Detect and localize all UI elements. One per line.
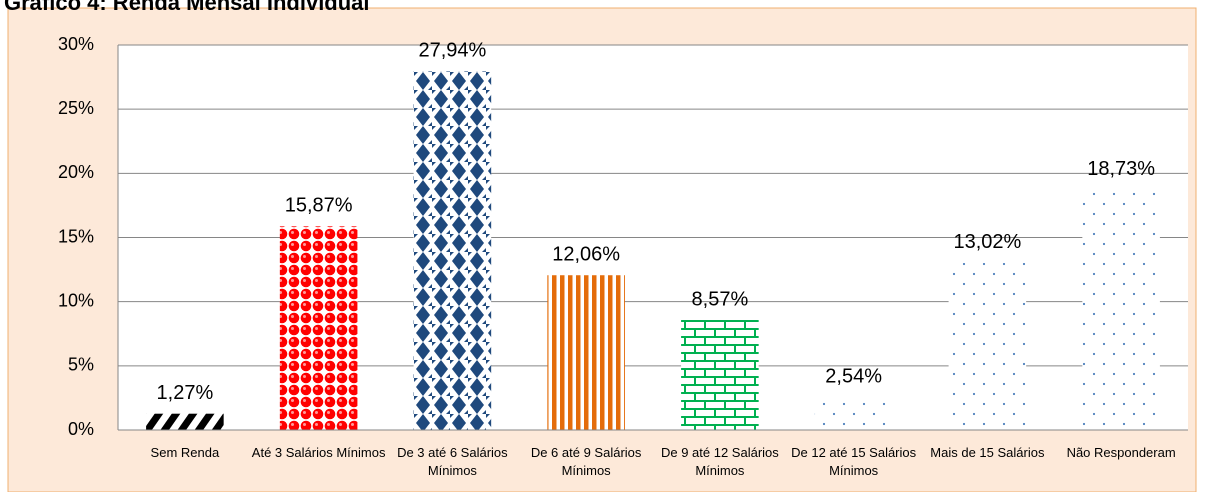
bar xyxy=(279,226,358,430)
chart-title: Gráfico 4: Renda Mensal Individual xyxy=(4,0,370,15)
x-tick-label: De 9 até 12 Salários Mínimos xyxy=(660,445,779,478)
value-label: 15,87% xyxy=(285,195,353,217)
y-tick-label: 20% xyxy=(58,162,94,182)
bar xyxy=(1082,189,1160,430)
y-tick-label: 25% xyxy=(58,98,94,118)
y-tick-label: 0% xyxy=(68,419,94,439)
x-tick-label: Até 3 Salários Mínimos xyxy=(251,445,386,460)
bar xyxy=(413,71,492,430)
value-label: 8,57% xyxy=(692,288,749,310)
bar xyxy=(948,262,1027,430)
x-tick-label: De 12 até 15 Salários Mínimos xyxy=(791,445,917,478)
bar xyxy=(146,413,224,430)
x-tick-label: De 3 até 6 Salários Mínimos xyxy=(397,445,508,478)
y-tick-label: 15% xyxy=(58,226,94,246)
y-tick-label: 10% xyxy=(58,290,94,310)
value-label: 1,27% xyxy=(157,382,214,404)
bar xyxy=(681,320,759,430)
bar xyxy=(814,397,893,430)
value-label: 12,06% xyxy=(552,244,620,266)
bar xyxy=(547,275,625,430)
y-tick-label: 30% xyxy=(58,34,94,54)
value-label: 18,73% xyxy=(1087,158,1155,180)
x-tick-label: De 6 até 9 Salários Mínimos xyxy=(530,445,642,478)
x-tick-label: Mais de 15 Salários xyxy=(930,445,1045,460)
value-label: 2,54% xyxy=(825,366,882,388)
value-label: 27,94% xyxy=(418,40,486,62)
x-tick-label: Não Responderam xyxy=(1066,445,1176,460)
y-tick-label: 5% xyxy=(68,355,94,375)
value-label: 13,02% xyxy=(953,231,1021,253)
x-tick-label: Sem Renda xyxy=(150,445,220,460)
